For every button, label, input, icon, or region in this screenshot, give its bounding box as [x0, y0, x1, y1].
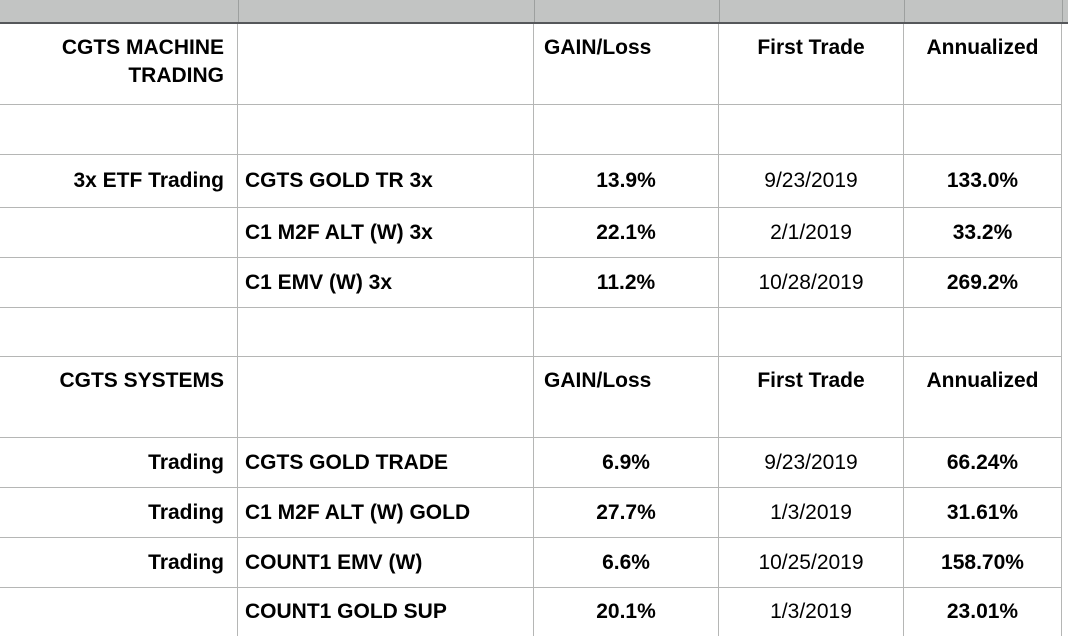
table-row: Trading COUNT1 EMV (W) 6.6% 10/25/2019 1… [0, 538, 1062, 588]
annualized-cell[interactable]: 66.24% [904, 438, 1062, 487]
empty-cell[interactable] [238, 357, 534, 437]
table-row: C1 M2F ALT (W) 3x 22.1% 2/1/2019 33.2% [0, 208, 1062, 258]
system-name-cell[interactable]: C1 M2F ALT (W) GOLD [238, 488, 534, 537]
first-trade-cell[interactable]: 1/3/2019 [719, 588, 904, 636]
row-label-cell[interactable]: Trading [0, 438, 238, 487]
annualized-cell[interactable]: 31.61% [904, 488, 1062, 537]
first-trade-cell[interactable]: 1/3/2019 [719, 488, 904, 537]
table-row: Trading CGTS GOLD TRADE 6.9% 9/23/2019 6… [0, 438, 1062, 488]
gain-loss-header-cell[interactable]: GAIN/Loss [534, 357, 719, 437]
annualized-header-cell[interactable]: Annualized [904, 357, 1062, 437]
empty-cell[interactable] [719, 105, 904, 154]
gain-loss-header-cell[interactable]: GAIN/Loss [534, 24, 719, 104]
section-title-cell[interactable]: CGTS SYSTEMS [0, 357, 238, 437]
annualized-header-cell[interactable]: Annualized [904, 24, 1062, 104]
empty-cell[interactable] [238, 308, 534, 356]
gain-cell[interactable]: 6.6% [534, 538, 719, 587]
system-name-cell[interactable]: CGTS GOLD TR 3x [238, 155, 534, 207]
trading-table: CGTS MACHINE TRADING GAIN/Loss First Tra… [0, 24, 1062, 636]
system-name-cell[interactable]: C1 EMV (W) 3x [238, 258, 534, 307]
annualized-cell[interactable]: 33.2% [904, 208, 1062, 257]
column-divider [719, 0, 720, 22]
first-trade-cell[interactable]: 10/25/2019 [719, 538, 904, 587]
annualized-cell[interactable]: 269.2% [904, 258, 1062, 307]
empty-cell[interactable] [534, 105, 719, 154]
table-row: CGTS SYSTEMS GAIN/Loss First Trade Annua… [0, 357, 1062, 438]
gain-cell[interactable]: 22.1% [534, 208, 719, 257]
system-name-cell[interactable]: COUNT1 EMV (W) [238, 538, 534, 587]
row-label-cell[interactable] [0, 208, 238, 257]
annualized-cell[interactable]: 23.01% [904, 588, 1062, 636]
first-trade-cell[interactable]: 10/28/2019 [719, 258, 904, 307]
table-row: Trading C1 M2F ALT (W) GOLD 27.7% 1/3/20… [0, 488, 1062, 538]
column-divider [1062, 0, 1063, 22]
blank-row [0, 308, 1062, 357]
section-title-cell[interactable]: CGTS MACHINE TRADING [0, 24, 238, 104]
first-trade-cell[interactable]: 9/23/2019 [719, 155, 904, 207]
row-label-cell[interactable]: Trading [0, 488, 238, 537]
first-trade-header-cell[interactable]: First Trade [719, 357, 904, 437]
empty-cell[interactable] [904, 105, 1062, 154]
system-name-cell[interactable]: C1 M2F ALT (W) 3x [238, 208, 534, 257]
table-row: COUNT1 GOLD SUP 20.1% 1/3/2019 23.01% [0, 588, 1062, 636]
first-trade-header-cell[interactable]: First Trade [719, 24, 904, 104]
annualized-cell[interactable]: 133.0% [904, 155, 1062, 207]
table-row: CGTS MACHINE TRADING GAIN/Loss First Tra… [0, 24, 1062, 105]
first-trade-cell[interactable]: 2/1/2019 [719, 208, 904, 257]
system-name-cell[interactable]: CGTS GOLD TRADE [238, 438, 534, 487]
empty-cell[interactable] [238, 24, 534, 104]
first-trade-cell[interactable]: 9/23/2019 [719, 438, 904, 487]
empty-cell[interactable] [534, 308, 719, 356]
gain-cell[interactable]: 27.7% [534, 488, 719, 537]
table-row: C1 EMV (W) 3x 11.2% 10/28/2019 269.2% [0, 258, 1062, 308]
column-header-bar[interactable] [0, 0, 1068, 24]
row-label-cell[interactable] [0, 258, 238, 307]
column-divider [904, 0, 905, 22]
row-label-cell[interactable]: 3x ETF Trading [0, 155, 238, 207]
column-divider [238, 0, 239, 22]
blank-row [0, 105, 1062, 155]
gain-cell[interactable]: 13.9% [534, 155, 719, 207]
empty-cell[interactable] [0, 308, 238, 356]
empty-cell[interactable] [238, 105, 534, 154]
system-name-cell[interactable]: COUNT1 GOLD SUP [238, 588, 534, 636]
annualized-cell[interactable]: 158.70% [904, 538, 1062, 587]
empty-cell[interactable] [0, 105, 238, 154]
row-label-cell[interactable] [0, 588, 238, 636]
gain-cell[interactable]: 11.2% [534, 258, 719, 307]
gain-cell[interactable]: 6.9% [534, 438, 719, 487]
column-divider [534, 0, 535, 22]
table-row: 3x ETF Trading CGTS GOLD TR 3x 13.9% 9/2… [0, 155, 1062, 208]
empty-cell[interactable] [719, 308, 904, 356]
row-label-cell[interactable]: Trading [0, 538, 238, 587]
empty-cell[interactable] [904, 308, 1062, 356]
gain-cell[interactable]: 20.1% [534, 588, 719, 636]
